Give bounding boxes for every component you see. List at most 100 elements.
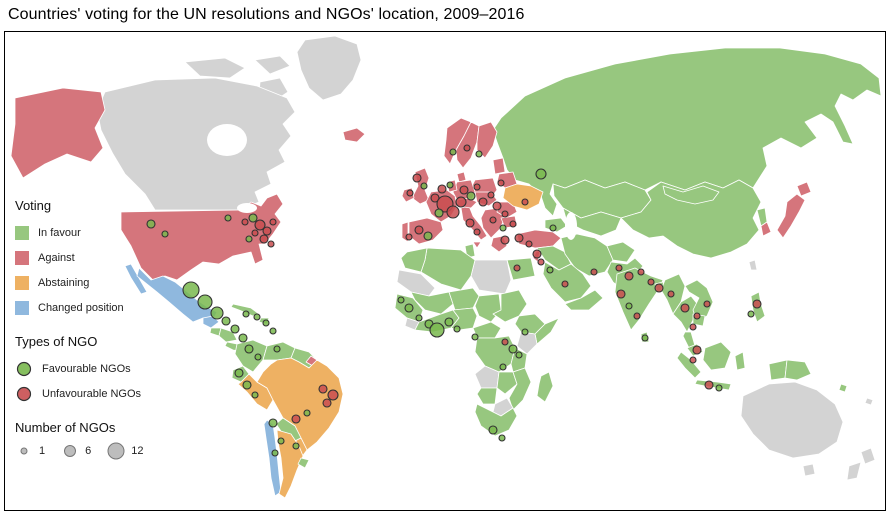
ngo-point-favourable: [262, 319, 270, 327]
changed-position-swatch: [15, 300, 29, 315]
country-chile: [263, 419, 282, 497]
ngo-point-favourable: [244, 344, 254, 354]
country-arctic-island: [184, 57, 246, 79]
ngo-point-favourable: [747, 310, 755, 318]
map-frame: Voting In favour Against Abstaining Chan…: [4, 31, 886, 511]
unfavourable-ngo-key: [16, 386, 32, 401]
legend-label-against: Against: [38, 251, 75, 264]
country-borneo: [702, 341, 732, 371]
country-alaska: [10, 87, 106, 179]
ngo-point-favourable: [429, 322, 445, 338]
ngo-point-favourable: [423, 231, 433, 241]
country-canada: [96, 77, 296, 211]
ngo-point-favourable: [268, 418, 278, 428]
country-fiji: [864, 397, 874, 406]
ngo-point-favourable: [625, 302, 633, 310]
ngo-point-favourable: [161, 230, 169, 238]
against-swatch-rect: [15, 250, 29, 265]
ngo-point-favourable: [471, 333, 479, 341]
legend-item-changed-position: Changed position: [15, 295, 165, 320]
legend-item-against: Against: [15, 245, 165, 270]
country-ukraine: [502, 183, 544, 211]
ngo-point-favourable: [715, 384, 723, 392]
country-finland: [476, 121, 498, 159]
ngo-point-favourable: [549, 224, 557, 232]
country-baltics: [492, 157, 506, 175]
ngo-point-unfavourable: [497, 179, 505, 187]
country-zambia: [496, 371, 518, 395]
country-china: [620, 179, 762, 259]
ngo-point-unfavourable: [487, 191, 495, 199]
country-namibia: [476, 387, 498, 405]
ngo-point-favourable: [234, 368, 244, 378]
size-key-6-circle: [64, 445, 77, 457]
ngo-point-unfavourable: [692, 345, 702, 355]
ngo-point-unfavourable: [521, 198, 529, 206]
ngo-point-unfavourable: [561, 280, 569, 288]
legend-label-changed-position: Changed position: [38, 301, 124, 314]
ngo-point-favourable: [508, 344, 518, 354]
ngo-point-favourable: [303, 409, 311, 417]
ngo-point-unfavourable: [537, 258, 545, 266]
ngo-point-unfavourable: [501, 210, 509, 218]
country-nz-north: [860, 447, 876, 465]
size-item-12: 12: [107, 442, 144, 460]
ngo-point-unfavourable: [637, 268, 645, 276]
ngo-point-unfavourable: [532, 249, 542, 259]
ngo-point-unfavourable: [590, 268, 598, 276]
ngo-point-favourable: [273, 345, 281, 353]
country-spain: [408, 217, 444, 245]
country-south-africa: [474, 403, 518, 437]
country-solomon: [838, 383, 848, 393]
ngo-point-favourable: [499, 363, 507, 371]
ngo-point-unfavourable: [624, 271, 634, 281]
ngo-size-legend: Number of NGOs 1 6 12: [15, 420, 165, 460]
country-niger: [448, 287, 480, 311]
ngo-point-favourable: [248, 213, 258, 223]
favourable-ngo-key-circle: [16, 361, 32, 376]
ngo-point-unfavourable: [437, 184, 447, 194]
black-sea: [518, 214, 544, 230]
ngo-point-favourable: [449, 148, 457, 156]
country-png: [784, 359, 812, 381]
ngo-point-favourable: [197, 294, 213, 310]
ngo-point-unfavourable: [501, 338, 509, 346]
ngo-point-favourable: [253, 313, 261, 321]
country-india: [614, 267, 664, 331]
ngo-point-favourable: [230, 324, 240, 334]
country-nigeria: [450, 307, 478, 331]
caspian-sea: [565, 212, 577, 240]
ngo-point-favourable: [420, 182, 428, 190]
country-sumatra: [676, 351, 702, 379]
country-west-papua: [768, 359, 788, 381]
lakes-layer: [207, 124, 577, 240]
changed-position-swatch-rect: [15, 300, 29, 315]
ngo-point-unfavourable: [318, 384, 328, 394]
countries-layer: [10, 35, 882, 499]
ngo-point-favourable: [221, 316, 231, 326]
country-sudan: [492, 289, 528, 323]
ngo-point-unfavourable: [406, 189, 414, 197]
ngo-point-unfavourable: [489, 216, 497, 224]
ngo-point-unfavourable: [322, 398, 332, 408]
ngo-point-unfavourable: [473, 228, 481, 236]
ngo-point-unfavourable: [267, 240, 275, 248]
ngo-point-unfavourable: [616, 289, 626, 299]
ngo-point-favourable: [515, 351, 523, 359]
ngo-point-favourable: [242, 380, 252, 390]
ngo-point-unfavourable: [412, 173, 422, 183]
ngo-point-favourable: [146, 219, 156, 229]
ngo-point-favourable: [254, 353, 262, 361]
country-japan: [776, 193, 806, 239]
country-morocco: [400, 247, 428, 273]
legend-item-favourable-ngos: Favourable NGOs: [15, 356, 165, 381]
country-colombia: [234, 339, 268, 373]
legend-label-unfavourable-ngos: Unfavourable NGOs: [42, 387, 142, 400]
size-label-6: 6: [85, 445, 92, 457]
ngo-point-favourable: [546, 266, 554, 274]
country-brazil: [256, 357, 344, 451]
ngo-point-unfavourable: [693, 312, 701, 320]
ngo-point-favourable: [269, 327, 277, 335]
ngo-point-unfavourable: [667, 290, 675, 298]
ngo-point-unfavourable: [414, 225, 424, 235]
